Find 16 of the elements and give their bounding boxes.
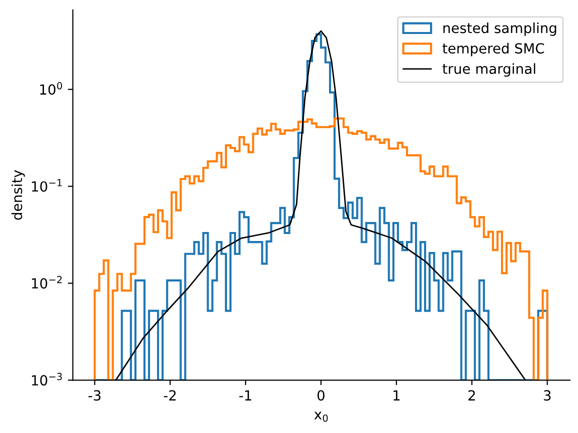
x-tick-label: 1 xyxy=(394,390,400,400)
legend-label: nested sampling xyxy=(443,22,556,36)
x-tick-label: 0 xyxy=(317,390,324,401)
y-tick-label: 10$^{0}$ xyxy=(40,82,62,95)
y-axis-title: density xyxy=(11,170,25,220)
y-tick-label: 10$^{−1}$ xyxy=(32,179,62,192)
x-axis-title: x$_{0}$ xyxy=(314,412,328,422)
x-tick-label: 2 xyxy=(468,390,475,400)
legend-label: tempered SMC xyxy=(442,42,544,56)
x-tick-label: -3 xyxy=(88,390,101,401)
x-tick-label: -1 xyxy=(239,390,252,400)
x-tick-label: 3 xyxy=(544,390,551,401)
y-tick-label: 10$^{−3}$ xyxy=(32,372,62,386)
x-tick-label: -2 xyxy=(164,390,176,400)
legend-label: true marginal xyxy=(442,63,536,77)
y-tick-label: 10$^{−2}$ xyxy=(32,276,62,289)
